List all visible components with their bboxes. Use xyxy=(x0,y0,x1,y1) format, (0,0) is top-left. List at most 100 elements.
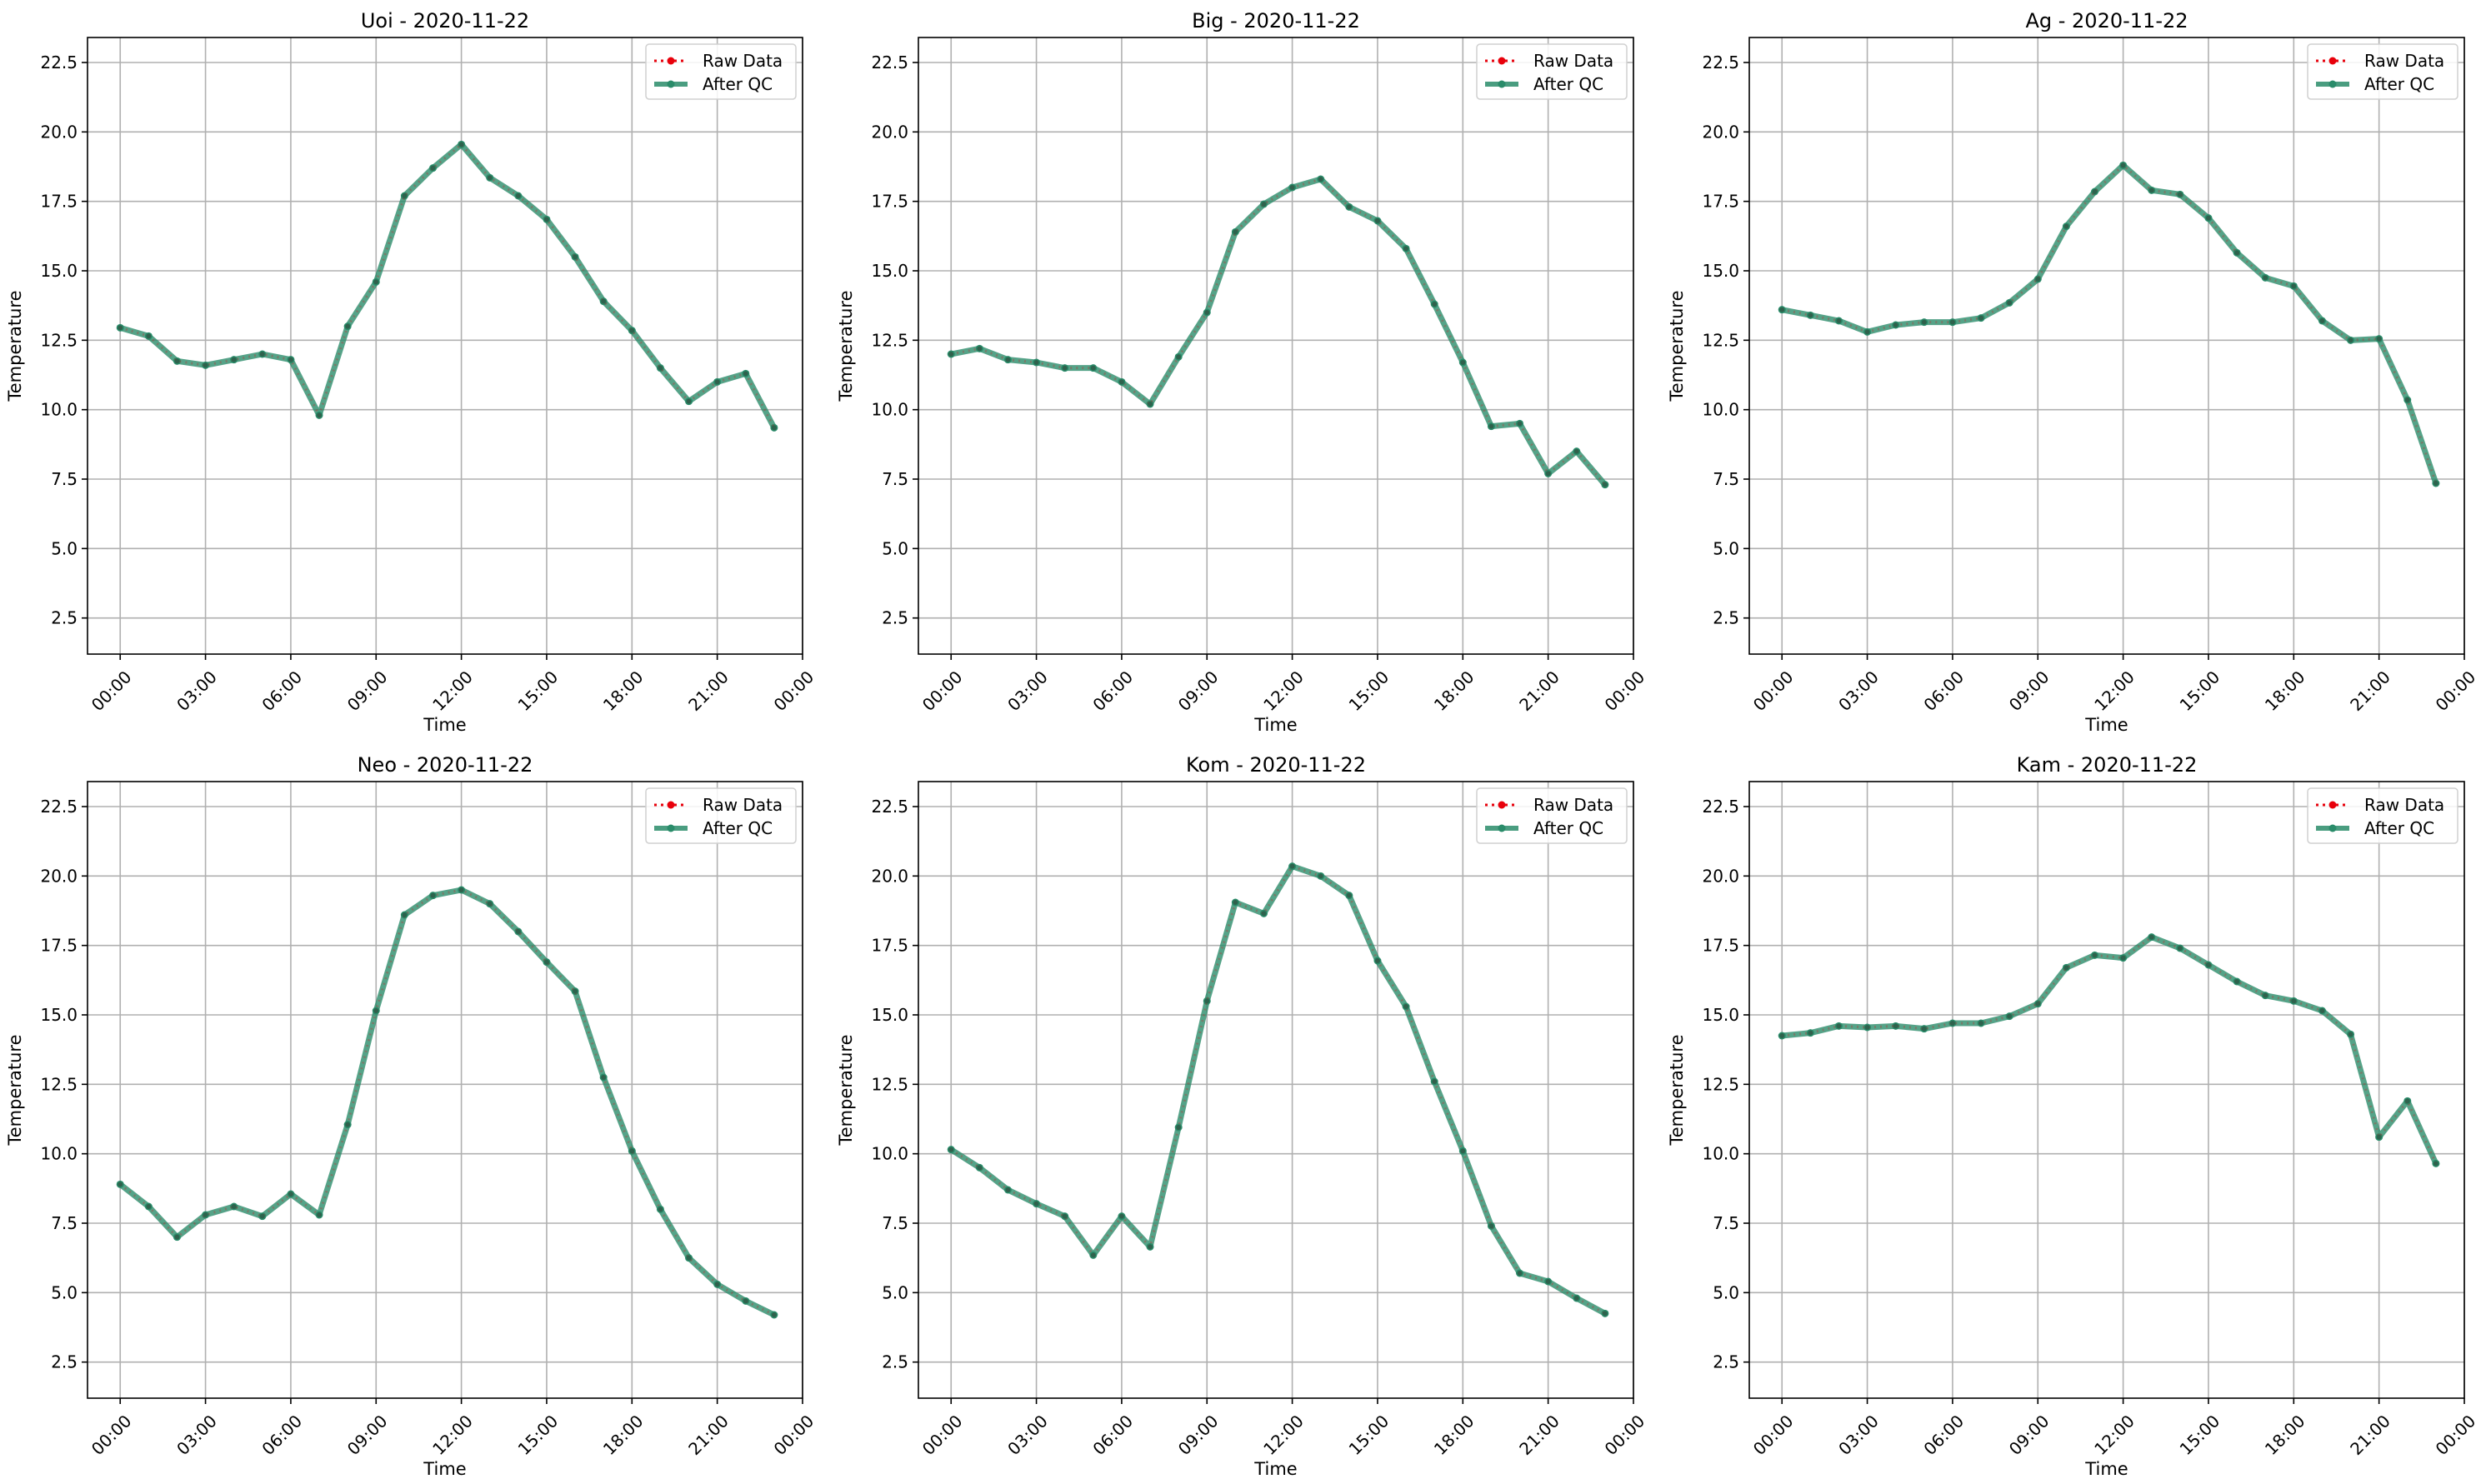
point-raw-data xyxy=(288,1192,293,1197)
point-raw-data xyxy=(2319,1008,2325,1013)
point-raw-data xyxy=(1432,1079,1438,1084)
y-tick-label: 2.5 xyxy=(51,1352,78,1372)
x-tick-label: 06:00 xyxy=(1919,667,1968,715)
point-raw-data xyxy=(1318,873,1323,879)
point-raw-data xyxy=(1573,448,1579,454)
point-raw-data xyxy=(2120,955,2126,961)
x-tick-label: 06:00 xyxy=(1088,667,1137,715)
y-tick-label: 22.5 xyxy=(40,797,78,817)
x-tick-label: 15:00 xyxy=(1345,1411,1393,1459)
x-tick-label: 00:00 xyxy=(770,1411,818,1459)
series-line-raw-data xyxy=(1781,163,2438,484)
y-tick-label: 20.0 xyxy=(871,122,908,142)
series-line-raw-data xyxy=(950,864,1606,1315)
y-axis-label: Temperature xyxy=(836,1034,856,1146)
x-tick-label: 06:00 xyxy=(258,667,306,715)
legend-marker-after-qc xyxy=(1498,80,1506,88)
point-raw-data xyxy=(373,279,379,285)
point-raw-data xyxy=(1545,471,1551,477)
point-raw-data xyxy=(118,325,123,331)
point-raw-data xyxy=(1949,1021,1955,1026)
point-raw-data xyxy=(573,254,578,260)
x-tick-label: 03:00 xyxy=(1834,1411,1883,1459)
point-raw-data xyxy=(259,1213,265,1219)
point-raw-data xyxy=(1921,319,1927,325)
point-raw-data xyxy=(458,142,464,147)
x-tick-label: 03:00 xyxy=(1003,667,1052,715)
y-axis-label: Temperature xyxy=(1667,290,1687,402)
point-raw-data xyxy=(2092,952,2098,958)
point-raw-data xyxy=(2234,250,2240,256)
x-tick-label: 12:00 xyxy=(1259,1411,1308,1459)
y-tick-label: 7.5 xyxy=(51,1213,78,1233)
y-tick-label: 12.5 xyxy=(40,330,78,350)
point-raw-data xyxy=(1602,1311,1608,1317)
point-raw-data xyxy=(1893,322,1898,327)
plot-frame xyxy=(1748,37,2465,655)
x-tick-label: 21:00 xyxy=(684,667,733,715)
series-line-after-qc xyxy=(949,863,1607,1317)
point-raw-data xyxy=(1949,319,1955,325)
y-tick-label: 20.0 xyxy=(1702,122,1739,142)
point-raw-data xyxy=(1204,998,1210,1004)
subplot: Kom - 2020-11-22 2.5 5.0 7.5 10.0 12.5 15.0 17.… xyxy=(836,753,1648,1479)
x-tick-label: 18:00 xyxy=(2261,667,2309,715)
point-raw-data xyxy=(1176,354,1182,360)
x-tick-label: 12:00 xyxy=(428,1411,477,1459)
point-raw-data xyxy=(2007,300,2013,306)
x-tick-label: 00:00 xyxy=(1601,1411,1649,1459)
subplot: Ag - 2020-11-22 2.5 5.0 7.5 10.0 12.5 15.0 17.5… xyxy=(1667,9,2479,735)
x-tick-label: 21:00 xyxy=(1515,667,1563,715)
point-raw-data xyxy=(2263,992,2268,998)
y-axis-label: Temperature xyxy=(5,290,25,402)
point-raw-data xyxy=(1403,246,1409,252)
x-tick-label: 00:00 xyxy=(1601,667,1649,715)
y-tick-label: 17.5 xyxy=(871,192,908,212)
y-tick-label: 20.0 xyxy=(40,866,78,886)
x-tick-label: 06:00 xyxy=(1919,1411,1968,1459)
point-raw-data xyxy=(118,1182,123,1187)
y-tick-label: 5.0 xyxy=(1713,1282,1739,1302)
series-line-after-qc xyxy=(1781,934,2439,1165)
y-tick-label: 7.5 xyxy=(51,469,78,489)
point-raw-data xyxy=(1864,1025,1870,1030)
y-tick-label: 17.5 xyxy=(1702,936,1739,956)
y-tick-label: 17.5 xyxy=(40,936,78,956)
point-raw-data xyxy=(601,298,607,304)
point-raw-data xyxy=(977,346,983,352)
x-tick-label: 15:00 xyxy=(2176,1411,2224,1459)
point-raw-data xyxy=(515,929,521,934)
chart-title: Neo - 2020-11-22 xyxy=(358,753,533,777)
legend-label-after-qc: After QC xyxy=(703,818,773,838)
point-raw-data xyxy=(2404,397,2410,402)
x-tick-label: 21:00 xyxy=(2346,667,2394,715)
y-tick-label: 22.5 xyxy=(1702,797,1739,817)
point-raw-data xyxy=(1176,1125,1182,1130)
point-raw-data xyxy=(231,357,237,362)
y-tick-label: 15.0 xyxy=(1702,1005,1739,1025)
x-tick-label: 00:00 xyxy=(918,1411,967,1459)
y-tick-label: 10.0 xyxy=(1702,1144,1739,1164)
y-tick-label: 10.0 xyxy=(40,400,78,420)
y-tick-label: 5.0 xyxy=(51,538,78,558)
chart-title: Big - 2020-11-22 xyxy=(1192,9,1360,32)
series-line-raw-data xyxy=(119,888,775,1317)
y-tick-label: 7.5 xyxy=(1713,1213,1739,1233)
x-tick-label: 15:00 xyxy=(1345,667,1393,715)
x-tick-label: 00:00 xyxy=(88,667,136,715)
point-raw-data xyxy=(2205,215,2211,221)
x-tick-label: 06:00 xyxy=(1088,1411,1137,1459)
chart-title: Ag - 2020-11-22 xyxy=(2025,9,2188,32)
point-raw-data xyxy=(1005,357,1011,362)
plot-frame xyxy=(918,781,1634,1399)
point-raw-data xyxy=(2404,1098,2410,1104)
point-raw-data xyxy=(573,988,578,994)
y-axis-label: Temperature xyxy=(5,1034,25,1146)
point-raw-data xyxy=(1005,1187,1011,1192)
x-tick-label: 09:00 xyxy=(2005,667,2053,715)
point-raw-data xyxy=(2035,277,2041,282)
x-tick-label: 21:00 xyxy=(684,1411,733,1459)
y-tick-label: 10.0 xyxy=(40,1144,78,1164)
legend-label-after-qc: After QC xyxy=(703,74,773,94)
